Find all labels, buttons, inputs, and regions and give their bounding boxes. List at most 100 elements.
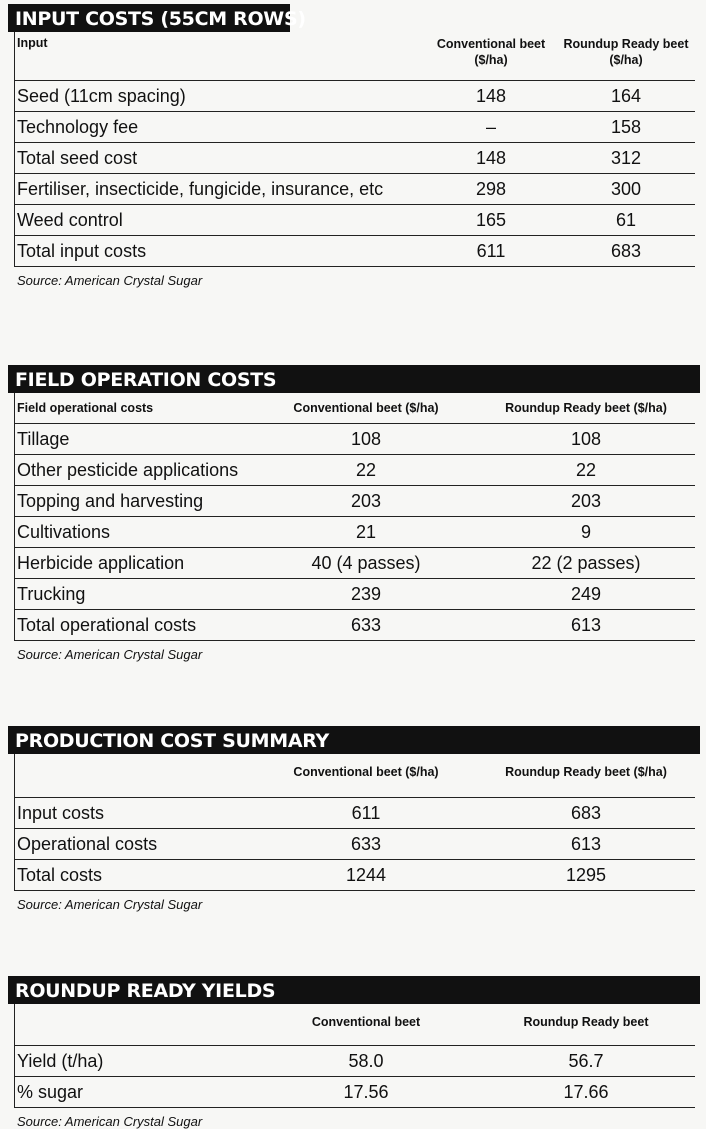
roundup-value: 17.66: [563, 1081, 609, 1102]
row-label: Total operational costs: [17, 614, 197, 635]
roundup-value: 9: [580, 521, 591, 542]
table-row: Total costs 1244 1295: [15, 860, 695, 891]
roundup-value: 312: [610, 147, 642, 168]
conventional-value: 298: [475, 178, 507, 199]
row-label: Topping and harvesting: [17, 490, 204, 511]
table-row: Seed (11cm spacing) 148 164: [15, 81, 695, 112]
row-label: Cultivations: [17, 521, 111, 542]
header-blank: [15, 1014, 255, 1045]
row-label: Yield (t/ha): [17, 1050, 104, 1071]
header-roundup: Roundup Ready beet: [523, 1015, 649, 1029]
roundup-value: 683: [570, 802, 602, 823]
table-row: Total operational costs 633 613: [15, 610, 695, 641]
roundup-value: 683: [610, 240, 642, 261]
header-roundup: Roundup Ready beet ($/ha): [505, 765, 667, 779]
roundup-value: 56.7: [568, 1050, 604, 1071]
table-row: Total seed cost 148 312: [15, 143, 695, 174]
source-note: Source: American Crystal Sugar: [17, 1114, 203, 1129]
conventional-value: 165: [475, 209, 507, 230]
conventional-value: 239: [350, 583, 382, 604]
yields-table: Conventional beet Roundup Ready beet Yie…: [14, 1004, 695, 1108]
row-label: Other pesticide applications: [17, 459, 239, 480]
header-roundup: Roundup Ready beet ($/ha): [563, 37, 689, 67]
conventional-value: 633: [350, 614, 382, 635]
row-label: Herbicide application: [17, 552, 185, 573]
row-label: Technology fee: [17, 116, 139, 137]
yields-title: ROUNDUP READY YIELDS: [8, 976, 700, 1004]
conventional-value: 633: [350, 833, 382, 854]
conventional-value: 148: [475, 85, 507, 106]
header-input: Input: [17, 36, 48, 50]
table-header: Input Conventional beet ($/ha) Roundup R…: [15, 32, 695, 81]
row-label: Operational costs: [17, 833, 158, 854]
roundup-value: 300: [610, 178, 642, 199]
roundup-value: 1295: [565, 864, 607, 885]
table-row: Total input costs 611 683: [15, 236, 695, 267]
row-label: Total input costs: [17, 240, 147, 261]
conventional-value: 17.56: [343, 1081, 389, 1102]
field-costs-table: Field operational costs Conventional bee…: [14, 393, 695, 641]
table-row: Cultivations 21 9: [15, 517, 695, 548]
conventional-value: 148: [475, 147, 507, 168]
table-row: Other pesticide applications 22 22: [15, 455, 695, 486]
header-blank: [15, 764, 255, 797]
input-costs-table: Input Conventional beet ($/ha) Roundup R…: [14, 32, 695, 267]
table-row: Herbicide application 40 (4 passes) 22 (…: [15, 548, 695, 579]
table-row: Trucking 239 249: [15, 579, 695, 610]
header-conventional: Conventional beet ($/ha): [436, 37, 546, 67]
header-roundup: Roundup Ready beet ($/ha): [505, 401, 667, 415]
conventional-value: 1244: [345, 864, 387, 885]
row-label: Weed control: [17, 209, 123, 230]
yields-section: ROUNDUP READY YIELDS Conventional beet R…: [8, 976, 700, 1129]
source-note: Source: American Crystal Sugar: [17, 273, 203, 288]
row-label: Total seed cost: [17, 147, 138, 168]
field-costs-title: FIELD OPERATION COSTS: [8, 365, 700, 393]
table-row: Fertiliser, insecticide, fungicide, insu…: [15, 174, 695, 205]
conventional-value: –: [485, 116, 496, 137]
roundup-value: 108: [570, 428, 602, 449]
table-row: Tillage 108 108: [15, 424, 695, 455]
roundup-value: 613: [570, 833, 602, 854]
row-label: Trucking: [17, 583, 86, 604]
roundup-value: 203: [570, 490, 602, 511]
table-row: % sugar 17.56 17.66: [15, 1077, 695, 1108]
field-costs-section: FIELD OPERATION COSTS Field operational …: [8, 365, 700, 662]
row-label: Input costs: [17, 802, 105, 823]
conventional-value: 22: [355, 459, 377, 480]
table-row: Topping and harvesting 203 203: [15, 486, 695, 517]
input-costs-section: INPUT COSTS (55CM ROWS) Input Convention…: [8, 4, 700, 288]
header-conventional: Conventional beet ($/ha): [293, 765, 439, 779]
source-note: Source: American Crystal Sugar: [17, 897, 203, 912]
table-row: Technology fee – 158: [15, 112, 695, 143]
table-row: Operational costs 633 613: [15, 829, 695, 860]
summary-section: PRODUCTION COST SUMMARY Conventional bee…: [8, 726, 700, 912]
conventional-value: 58.0: [348, 1050, 384, 1071]
conventional-value: 611: [476, 240, 506, 261]
summary-title: PRODUCTION COST SUMMARY: [8, 726, 700, 754]
input-costs-title: INPUT COSTS (55CM ROWS): [8, 4, 306, 32]
header-conventional: Conventional beet ($/ha): [293, 401, 439, 415]
table-header: Conventional beet ($/ha) Roundup Ready b…: [15, 754, 695, 798]
row-label: Total costs: [17, 864, 103, 885]
header-field: Field operational costs: [17, 401, 154, 415]
roundup-value: 164: [610, 85, 642, 106]
roundup-value: 61: [615, 209, 637, 230]
table-row: Weed control 165 61: [15, 205, 695, 236]
row-label: % sugar: [17, 1081, 84, 1102]
row-label: Tillage: [17, 428, 70, 449]
row-label: Seed (11cm spacing): [17, 85, 186, 106]
roundup-value: 22 (2 passes): [531, 552, 641, 573]
table-header: Conventional beet Roundup Ready beet: [15, 1004, 695, 1046]
roundup-value: 22: [575, 459, 597, 480]
row-label: Fertiliser, insecticide, fungicide, insu…: [17, 178, 384, 199]
roundup-value: 249: [570, 583, 602, 604]
roundup-value: 158: [610, 116, 642, 137]
conventional-value: 40 (4 passes): [311, 552, 421, 573]
table-row: Yield (t/ha) 58.0 56.7: [15, 1046, 695, 1077]
summary-table: Conventional beet ($/ha) Roundup Ready b…: [14, 754, 695, 891]
conventional-value: 21: [355, 521, 377, 542]
table-row: Input costs 611 683: [15, 798, 695, 829]
table-header: Field operational costs Conventional bee…: [15, 393, 695, 424]
conventional-value: 108: [350, 428, 382, 449]
header-conventional: Conventional beet: [311, 1015, 421, 1029]
